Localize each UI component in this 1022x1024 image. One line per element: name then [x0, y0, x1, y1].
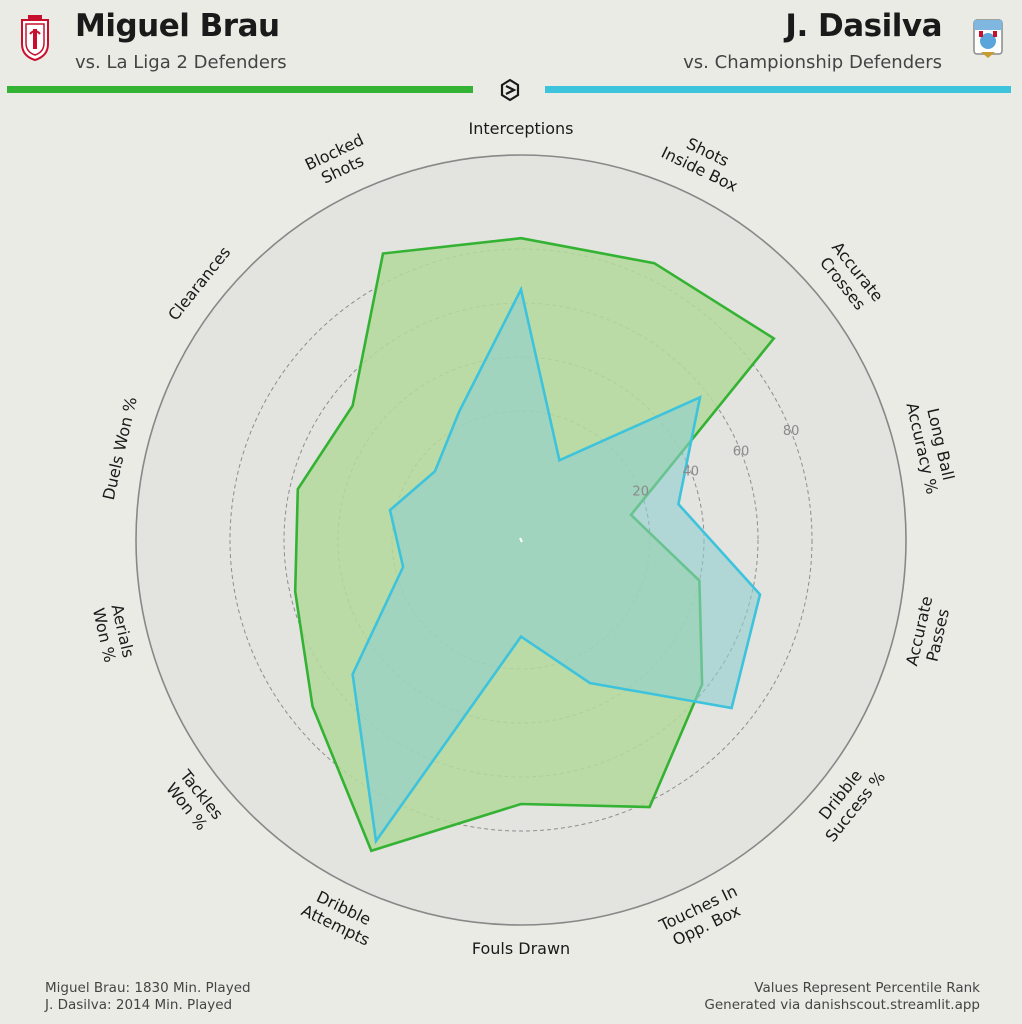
radar-tick-label: 20	[632, 485, 649, 500]
radar-series-polygon	[351, 285, 762, 845]
minutes-played-note: Miguel Brau: 1830 Min. Played J. Dasilva…	[45, 980, 251, 1014]
source-note: Values Represent Percentile Rank Generat…	[704, 980, 980, 1014]
radar-category-label-line: Duels Won %	[99, 395, 141, 502]
percentile-note: Values Represent Percentile Rank	[754, 980, 980, 996]
granada-crest-icon	[21, 15, 49, 62]
right-player-color-bar	[545, 86, 1011, 93]
radar-grid-ring	[229, 248, 813, 832]
right-minutes-played: J. Dasilva: 2014 Min. Played	[45, 997, 233, 1013]
radar-category-label-line: Interceptions	[469, 119, 574, 138]
danishscout-logo-icon	[500, 78, 520, 102]
radar-category-label-line: Fouls Drawn	[472, 939, 570, 958]
radar-category-label: Duels Won %	[99, 395, 141, 502]
generated-via-note: Generated via danishscout.streamlit.app	[704, 997, 980, 1013]
radar-tick-label: 80	[783, 424, 800, 439]
left-player-color-bar	[7, 86, 473, 93]
radar-center-mark	[519, 537, 523, 543]
right-player-subtitle: vs. Championship Defenders	[683, 52, 942, 73]
radar-category-label: Fouls Drawn	[472, 939, 570, 958]
header: Miguel Brau vs. La Liga 2 Defenders J. D…	[0, 0, 1022, 102]
radar-series	[293, 236, 776, 853]
radar-tick-label: 60	[733, 444, 750, 459]
left-player-name: Miguel Brau	[75, 8, 280, 44]
left-minutes-played: Miguel Brau: 1830 Min. Played	[45, 980, 251, 996]
right-player-name: J. Dasilva	[785, 8, 942, 44]
radar-tick-label: 40	[683, 464, 700, 479]
radar-category-label: Interceptions	[469, 119, 574, 138]
coventry-crest-icon	[973, 19, 1003, 58]
left-player-subtitle: vs. La Liga 2 Defenders	[75, 52, 287, 73]
radar-tick-labels: 20 40 60 80	[632, 424, 799, 499]
